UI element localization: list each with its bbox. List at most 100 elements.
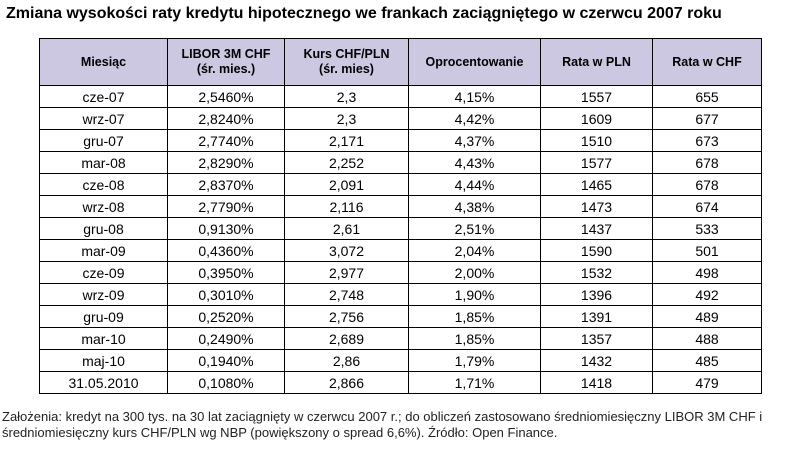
cell-month: mar-08 <box>39 151 168 174</box>
cell-month: cze-07 <box>39 85 168 108</box>
cell-installment-chf: 674 <box>652 195 762 218</box>
column-header-label: Rata w PLN <box>562 54 631 69</box>
cell-installment-chf: 678 <box>652 151 762 174</box>
cell-interest: 4,37% <box>408 129 541 152</box>
table-row: cze-08 2,8370% 2,091 4,44% 1465 678 <box>39 173 762 196</box>
cell-rate: 2,171 <box>284 129 409 152</box>
cell-month: cze-08 <box>39 173 168 196</box>
cell-installment-chf: 533 <box>652 217 762 240</box>
cell-rate: 2,689 <box>284 327 409 350</box>
cell-month: 31.05.2010 <box>39 371 168 394</box>
cell-interest: 1,71% <box>408 371 541 394</box>
cell-installment-pln: 1609 <box>540 107 653 130</box>
table-row: wrz-09 0,3010% 2,748 1,90% 1396 492 <box>39 283 762 306</box>
cell-installment-pln: 1577 <box>540 151 653 174</box>
cell-rate: 2,756 <box>284 305 409 328</box>
cell-installment-pln: 1590 <box>540 239 653 262</box>
cell-installment-pln: 1396 <box>540 283 653 306</box>
cell-installment-pln: 1557 <box>540 85 653 108</box>
cell-interest: 1,79% <box>408 349 541 372</box>
column-header-libor: LIBOR 3M CHF (śr. mies.) <box>167 38 285 86</box>
cell-month: gru-08 <box>39 217 168 240</box>
column-header-sublabel: (śr. mies) <box>319 62 374 76</box>
cell-rate: 2,866 <box>284 371 409 394</box>
cell-libor: 2,8290% <box>167 151 285 174</box>
cell-libor: 0,4360% <box>167 239 285 262</box>
cell-installment-chf: 498 <box>652 261 762 284</box>
page-title: Zmiana wysokości raty kredytu hipoteczne… <box>6 5 722 22</box>
cell-installment-chf: 489 <box>652 305 762 328</box>
cell-installment-pln: 1418 <box>540 371 653 394</box>
table-row: wrz-07 2,8240% 2,3 4,42% 1609 677 <box>39 107 762 130</box>
cell-libor: 0,2490% <box>167 327 285 350</box>
cell-installment-chf: 673 <box>652 129 762 152</box>
cell-rate: 2,116 <box>284 195 409 218</box>
table-header: Miesiąc LIBOR 3M CHF (śr. mies.) Kurs CHF/P… <box>39 38 762 86</box>
cell-month: wrz-08 <box>39 195 168 218</box>
table-row: 31.05.2010 0,1080% 2,866 1,71% 1418 479 <box>39 371 762 394</box>
cell-libor: 0,1080% <box>167 371 285 394</box>
cell-rate: 2,748 <box>284 283 409 306</box>
cell-installment-chf: 479 <box>652 371 762 394</box>
cell-interest: 2,00% <box>408 261 541 284</box>
cell-month: wrz-09 <box>39 283 168 306</box>
cell-installment-pln: 1357 <box>540 327 653 350</box>
table-row: cze-09 0,3950% 2,977 2,00% 1532 498 <box>39 261 762 284</box>
cell-rate: 3,072 <box>284 239 409 262</box>
cell-installment-chf: 492 <box>652 283 762 306</box>
cell-libor: 0,3010% <box>167 283 285 306</box>
cell-interest: 1,85% <box>408 327 541 350</box>
table-row: gru-07 2,7740% 2,171 4,37% 1510 673 <box>39 129 762 152</box>
cell-rate: 2,252 <box>284 151 409 174</box>
cell-rate: 2,3 <box>284 107 409 130</box>
cell-installment-chf: 485 <box>652 349 762 372</box>
cell-interest: 1,90% <box>408 283 541 306</box>
table-row: mar-10 0,2490% 2,689 1,85% 1357 488 <box>39 327 762 350</box>
cell-rate: 2,61 <box>284 217 409 240</box>
cell-month: gru-09 <box>39 305 168 328</box>
cell-rate: 2,3 <box>284 85 409 108</box>
header-row: Miesiąc LIBOR 3M CHF (śr. mies.) Kurs CHF/P… <box>39 38 762 86</box>
column-header-month: Miesiąc <box>39 38 168 86</box>
column-header-installment-pln: Rata w PLN <box>540 38 653 86</box>
footnote: Założenia: kredyt na 300 tys. na 30 lat … <box>2 409 763 440</box>
cell-month: mar-10 <box>39 327 168 350</box>
loan-installment-table: Miesiąc LIBOR 3M CHF (śr. mies.) Kurs CHF/P… <box>39 38 762 394</box>
cell-libor: 0,1940% <box>167 349 285 372</box>
table-row: mar-09 0,4360% 3,072 2,04% 1590 501 <box>39 239 762 262</box>
cell-libor: 2,5460% <box>167 85 285 108</box>
cell-interest: 1,85% <box>408 305 541 328</box>
table-row: gru-09 0,2520% 2,756 1,85% 1391 489 <box>39 305 762 328</box>
cell-installment-pln: 1465 <box>540 173 653 196</box>
cell-libor: 2,8240% <box>167 107 285 130</box>
cell-interest: 4,43% <box>408 151 541 174</box>
cell-installment-pln: 1473 <box>540 195 653 218</box>
cell-installment-chf: 501 <box>652 239 762 262</box>
cell-interest: 4,42% <box>408 107 541 130</box>
cell-libor: 0,3950% <box>167 261 285 284</box>
cell-installment-pln: 1532 <box>540 261 653 284</box>
cell-installment-chf: 678 <box>652 173 762 196</box>
table-row: gru-08 0,9130% 2,61 2,51% 1437 533 <box>39 217 762 240</box>
cell-libor: 0,2520% <box>167 305 285 328</box>
cell-month: gru-07 <box>39 129 168 152</box>
cell-interest: 4,38% <box>408 195 541 218</box>
table-row: mar-08 2,8290% 2,252 4,43% 1577 678 <box>39 151 762 174</box>
column-header-installment-chf: Rata w CHF <box>652 38 762 86</box>
cell-month: cze-09 <box>39 261 168 284</box>
cell-interest: 2,04% <box>408 239 541 262</box>
column-header-interest: Oprocentowanie <box>408 38 541 86</box>
cell-month: maj-10 <box>39 349 168 372</box>
cell-rate: 2,977 <box>284 261 409 284</box>
cell-interest: 4,44% <box>408 173 541 196</box>
column-header-label: Miesiąc <box>80 54 127 69</box>
table-row: wrz-08 2,7790% 2,116 4,38% 1473 674 <box>39 195 762 218</box>
cell-installment-chf: 677 <box>652 107 762 130</box>
cell-month: wrz-07 <box>39 107 168 130</box>
cell-installment-pln: 1510 <box>540 129 653 152</box>
cell-interest: 2,51% <box>408 217 541 240</box>
column-header-label: LIBOR 3M CHF <box>181 47 271 61</box>
cell-libor: 0,9130% <box>167 217 285 240</box>
cell-interest: 4,15% <box>408 85 541 108</box>
cell-libor: 2,8370% <box>167 173 285 196</box>
